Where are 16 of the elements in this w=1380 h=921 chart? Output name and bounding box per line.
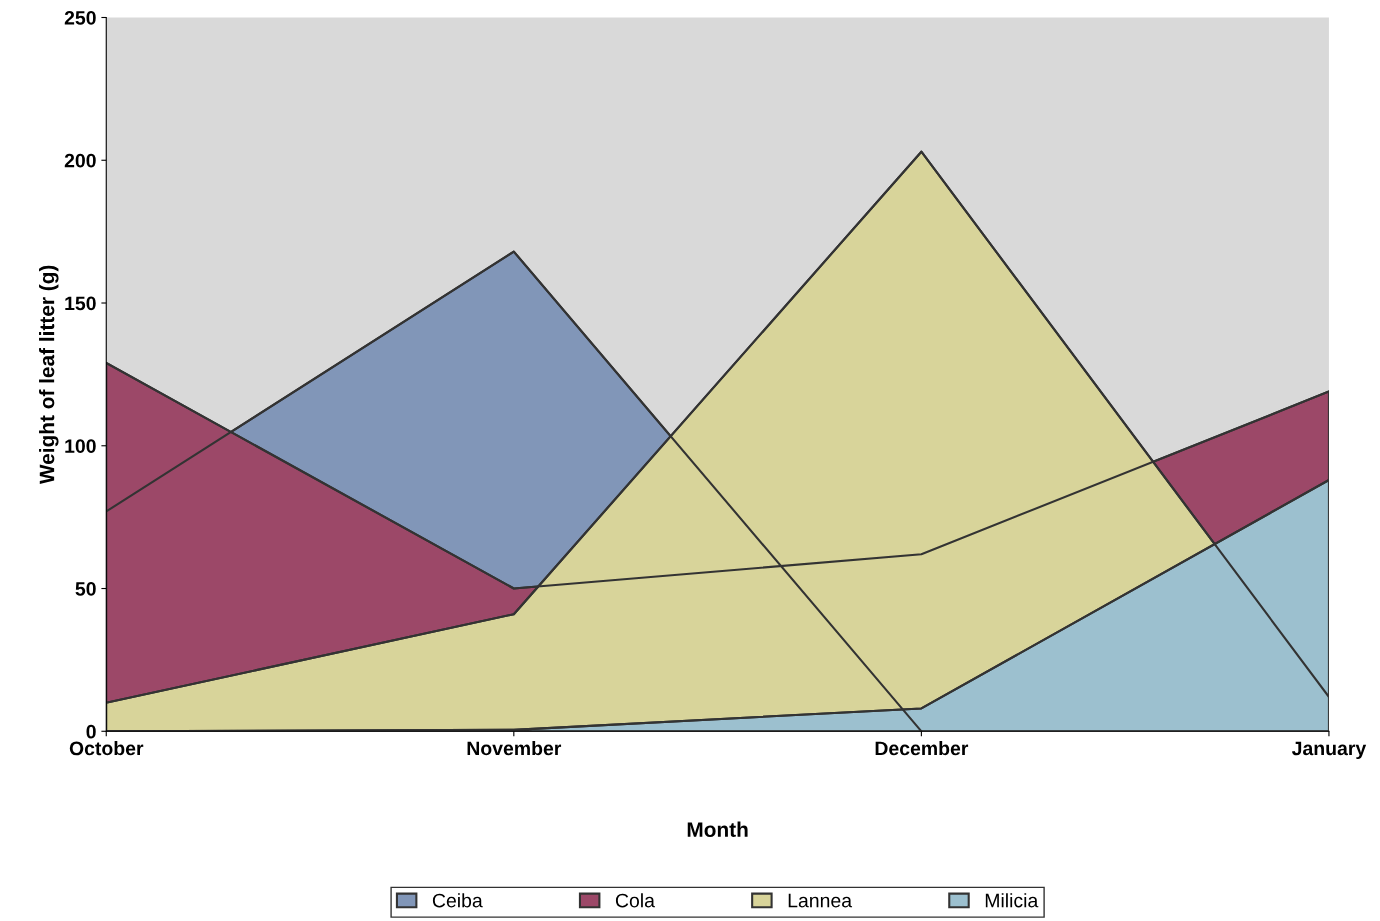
y-tick-label: 0 bbox=[86, 724, 96, 739]
x-tick-label: December bbox=[875, 741, 969, 756]
x-tick-label: January bbox=[1291, 741, 1367, 760]
x-axis-title: Month bbox=[687, 821, 748, 837]
legend-label: Lannea bbox=[788, 893, 853, 908]
legend-label: Cola bbox=[615, 893, 655, 908]
y-tick-label: 200 bbox=[64, 153, 96, 168]
y-tick-label: 100 bbox=[65, 439, 96, 453]
x-tick-label: November bbox=[467, 741, 562, 756]
y-axis-title: Weight of leaf litter (g) bbox=[39, 265, 59, 485]
x-tick-label: October bbox=[69, 741, 144, 756]
y-tick-label: 250 bbox=[64, 10, 96, 25]
y-tick-label: 50 bbox=[75, 581, 96, 596]
legend-label: Ceiba bbox=[432, 893, 483, 908]
legend-label: Milicia bbox=[985, 893, 1039, 908]
y-tick-label: 150 bbox=[65, 296, 96, 311]
